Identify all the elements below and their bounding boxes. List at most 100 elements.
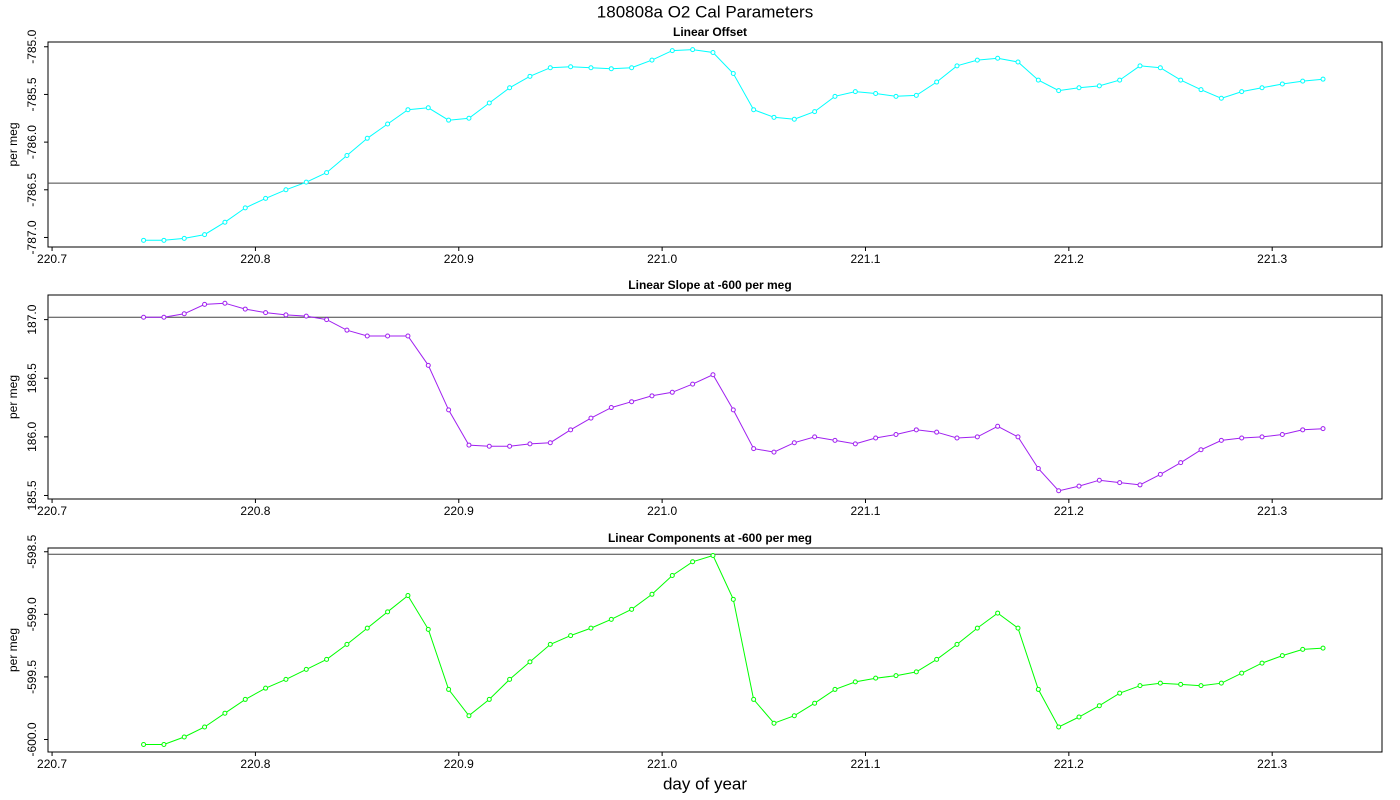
data-point <box>1117 77 1123 83</box>
data-point <box>751 107 757 113</box>
x-tick-label: 220.9 <box>444 252 474 266</box>
figure-title: 180808a O2 Cal Parameters <box>597 2 813 21</box>
data-point <box>161 314 167 320</box>
data-point <box>405 593 411 599</box>
data-point <box>649 591 655 597</box>
data-point <box>1015 625 1021 631</box>
data-point <box>629 65 635 71</box>
y-tick-label: -599.5 <box>25 660 39 694</box>
data-point <box>1320 426 1326 432</box>
data-point <box>141 741 147 747</box>
data-point <box>629 399 635 405</box>
plot-frame <box>47 547 1383 753</box>
data-point <box>527 659 533 665</box>
data-point <box>547 440 553 446</box>
data-point <box>527 73 533 79</box>
data-point <box>1320 76 1326 82</box>
y-tick-label: -598.5 <box>25 534 39 568</box>
data-point <box>608 616 614 622</box>
data-point <box>466 442 472 448</box>
y-tick-label: -599.0 <box>25 597 39 631</box>
data-point <box>893 673 899 679</box>
data-point <box>1117 690 1123 696</box>
panel-title: Linear Offset <box>673 25 747 39</box>
plot-frame <box>47 294 1383 500</box>
data-point <box>1198 683 1204 689</box>
x-tick-label: 221.0 <box>647 252 677 266</box>
data-point <box>954 641 960 647</box>
data-point <box>547 65 553 71</box>
data-point <box>263 310 269 316</box>
data-point <box>812 109 818 115</box>
data-point <box>568 64 574 70</box>
data-point <box>1279 81 1285 87</box>
data-point <box>507 443 513 449</box>
y-tick-label: 185.5 <box>25 480 39 510</box>
data-point <box>1117 480 1123 486</box>
data-point <box>1178 460 1184 466</box>
x-tick-label: 220.7 <box>37 504 67 518</box>
data-point <box>995 55 1001 61</box>
data-point <box>1137 683 1143 689</box>
data-point <box>751 696 757 702</box>
data-point <box>446 686 452 692</box>
data-point <box>263 195 269 201</box>
data-point <box>1157 680 1163 686</box>
y-tick-label: -600.0 <box>25 722 39 756</box>
data-point <box>832 437 838 443</box>
data-point <box>1137 63 1143 69</box>
data-point <box>974 434 980 440</box>
data-point <box>1239 89 1245 95</box>
data-point <box>873 435 879 441</box>
plot-frame <box>47 41 1383 248</box>
data-point <box>507 85 513 91</box>
data-point <box>710 553 716 559</box>
data-point <box>344 327 350 333</box>
data-point <box>385 333 391 339</box>
data-point <box>629 606 635 612</box>
data-point <box>1218 680 1224 686</box>
data-point <box>1076 483 1082 489</box>
x-tick-label: 220.8 <box>240 504 270 518</box>
data-point <box>791 116 797 122</box>
x-tick-label: 221.3 <box>1257 757 1287 771</box>
data-point <box>710 49 716 55</box>
data-point <box>913 92 919 98</box>
data-point <box>1035 77 1041 83</box>
data-point <box>995 423 1001 429</box>
data-point <box>812 434 818 440</box>
data-point <box>222 710 228 716</box>
y-tick-label: 186.0 <box>25 422 39 452</box>
data-point <box>1259 85 1265 91</box>
data-point <box>730 596 736 602</box>
y-tick-label: -786.5 <box>25 172 39 206</box>
data-point <box>364 625 370 631</box>
data-point <box>608 66 614 72</box>
data-point <box>405 333 411 339</box>
data-point <box>1300 78 1306 84</box>
data-point <box>913 669 919 675</box>
data-point <box>730 407 736 413</box>
data-point <box>283 312 289 318</box>
data-point <box>507 676 513 682</box>
data-point <box>161 237 167 243</box>
data-point <box>446 117 452 123</box>
data-point <box>690 381 696 387</box>
data-point <box>1218 95 1224 101</box>
data-point <box>1035 686 1041 692</box>
data-point <box>1015 59 1021 65</box>
panel-title: Linear Slope at -600 per meg <box>628 278 791 292</box>
data-point <box>181 734 187 740</box>
data-point <box>649 57 655 63</box>
data-point <box>1076 714 1082 720</box>
data-point <box>527 441 533 447</box>
x-tick-label: 221.3 <box>1257 252 1287 266</box>
y-tick-label: -787.0 <box>25 220 39 254</box>
y-axis-label: per meg <box>6 122 20 166</box>
data-point <box>1178 681 1184 687</box>
data-point <box>1096 83 1102 89</box>
data-point <box>710 372 716 378</box>
data-point <box>791 713 797 719</box>
x-tick-label: 221.2 <box>1054 757 1084 771</box>
